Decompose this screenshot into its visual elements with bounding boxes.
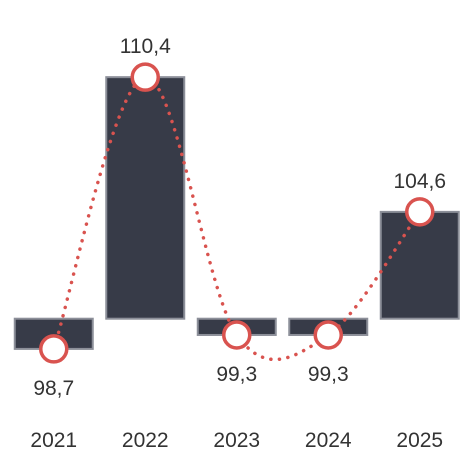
bars [13, 76, 460, 350]
data-labels: 98,7 110,4 99,3 99,3 104,6 [33, 35, 446, 400]
marker-2024 [313, 320, 343, 350]
x-label-2023: 2023 [213, 429, 260, 452]
data-label-2023: 99,3 [216, 363, 257, 386]
x-axis-labels: 2021 2022 2023 2024 2025 [30, 429, 443, 452]
marker-2022 [130, 62, 160, 92]
marker-2025 [405, 197, 435, 227]
x-label-2025: 2025 [396, 429, 443, 452]
data-label-2025: 104,6 [393, 170, 446, 193]
marker-2023 [222, 320, 252, 350]
data-label-2024: 99,3 [308, 363, 349, 386]
x-label-2022: 2022 [122, 429, 169, 452]
bar-2025 [379, 210, 460, 320]
data-label-2021: 98,7 [33, 377, 74, 400]
x-label-2021: 2021 [30, 429, 77, 452]
markers [39, 62, 435, 364]
marker-2021 [39, 334, 69, 364]
x-label-2024: 2024 [305, 429, 352, 452]
data-label-2022: 110,4 [120, 35, 171, 58]
bar-2022 [105, 76, 186, 320]
trend-line [52, 75, 422, 362]
